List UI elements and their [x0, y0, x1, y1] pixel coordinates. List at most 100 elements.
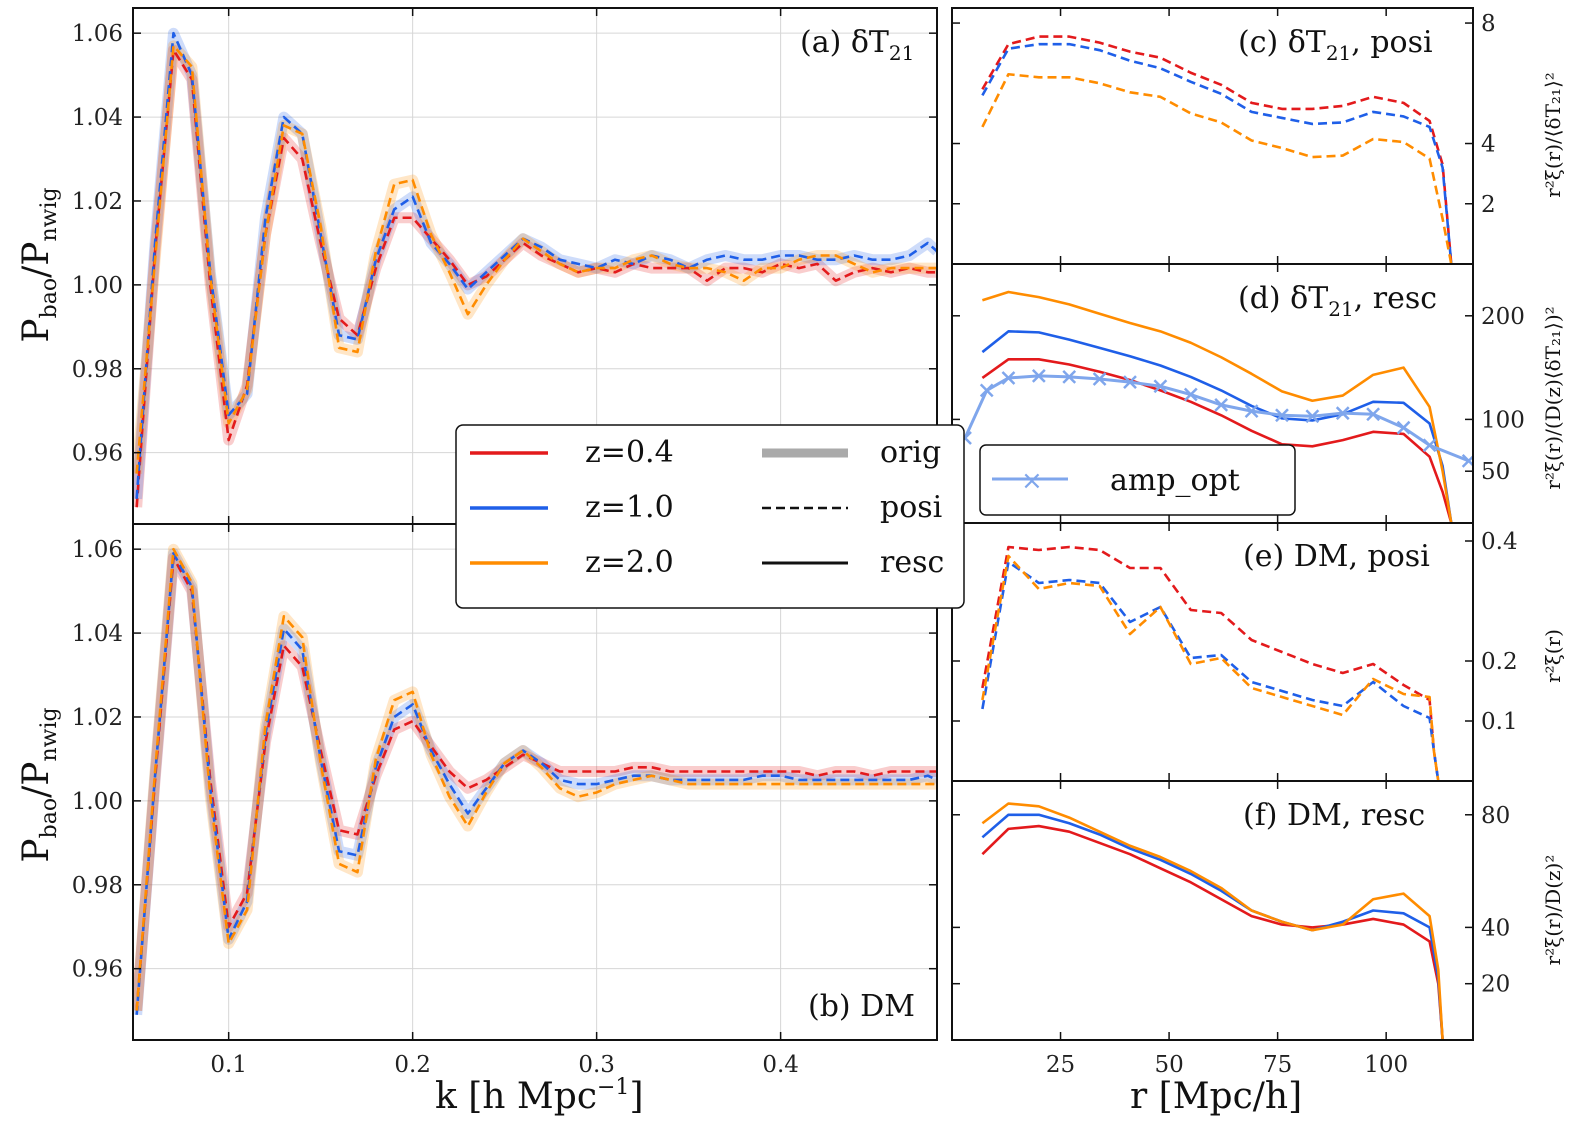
y-tick-label: 1.06 [72, 537, 123, 563]
y-tick-label: 1.04 [72, 621, 123, 647]
y-axis-label-d: r²ξ(r)/(D(z)⟨δT₂₁⟩)² [1541, 306, 1565, 489]
series-line-z0.4-resc [981, 358, 1453, 523]
y-tick-label: 8 [1481, 11, 1496, 37]
amp-opt-marker [1422, 438, 1437, 453]
y-tick-label: 2 [1481, 192, 1496, 218]
x-tick-label: 0.2 [394, 1052, 431, 1078]
svg-text:r²ξ(r)/⟨δT₂₁⟩²: r²ξ(r)/⟨δT₂₁⟩² [1541, 72, 1565, 198]
x-axis-label-left: k [h Mpc−1] [435, 1075, 643, 1117]
y-tick-label: 0.96 [72, 957, 123, 983]
y-tick-label: 20 [1481, 972, 1510, 998]
legend-label-resc: resc [880, 545, 944, 580]
y-tick-label: 100 [1481, 407, 1525, 433]
amp-opt-marker [1001, 371, 1016, 385]
y-axis-label-a: Pbao/Pnwig [16, 187, 62, 342]
amp-opt-marker [1244, 404, 1259, 418]
x-tick-label: 50 [1154, 1052, 1183, 1078]
x-tick-label: 0.4 [762, 1052, 799, 1078]
legend-label-z=2.0: z=2.0 [585, 545, 674, 580]
amp-opt-legend-marker: × [1021, 466, 1043, 496]
series-line-z2.0-posi [135, 44, 937, 474]
panel-d-title: (d) δT21, resc [1238, 281, 1437, 321]
plots-layer: 0.96 0.98 1.00 1.02 1.04 1.06 0.1 0.2 0.3 0.4 0.96… [72, 7, 1525, 1078]
legend-label-z=0.4: z=0.4 [585, 435, 674, 470]
y-tick-label: 40 [1481, 915, 1510, 941]
y-axis-label-b: Pbao/Pnwig [16, 707, 62, 862]
amp-opt-marker [979, 383, 994, 398]
y-tick-label: 0.96 [72, 441, 123, 467]
panel-d: 50 100 200 [951, 263, 1525, 524]
x-tick-label: 0.3 [578, 1052, 615, 1078]
svg-text:Pbao/Pnwig: Pbao/Pnwig [16, 707, 62, 862]
x-tick-label: 25 [1046, 1052, 1075, 1078]
panel-e-title: (e) DM, posi [1243, 539, 1430, 574]
x-tick-label: 0.1 [210, 1052, 247, 1078]
y-axis-label-f: r²ξ(r)/D(z)² [1541, 855, 1565, 966]
x-tick-label: 75 [1263, 1052, 1292, 1078]
legend-label-z=1.0: z=1.0 [585, 490, 674, 525]
series-group-d [958, 290, 1473, 523]
svg-text:r²ξ(r)/D(z)²: r²ξ(r)/D(z)² [1541, 855, 1565, 966]
y-tick-label: 0.98 [72, 357, 123, 383]
series-group-a [133, 27, 937, 508]
y-tick-label: 0.98 [72, 873, 123, 899]
series-line-z2.0-resc [981, 802, 1444, 1040]
y-axis-label-c: r²ξ(r)/⟨δT₂₁⟩² [1541, 72, 1565, 198]
amp-opt-legend-label: amp_opt [1110, 463, 1240, 498]
panel-c: 2 4 8 [951, 7, 1496, 265]
amp-opt-marker [1183, 387, 1198, 402]
amp-opt-marker [1366, 407, 1381, 422]
amp-opt-marker [1062, 370, 1077, 384]
y-tick-label: 4 [1481, 132, 1496, 158]
y-tick-label: 0.1 [1481, 709, 1518, 735]
amp-opt-marker [1031, 369, 1046, 383]
series-line-z1.0-posi [981, 42, 1453, 264]
y-tick-label: 1.02 [72, 705, 123, 731]
y-tick-label: 50 [1481, 459, 1510, 485]
main-legend: z=0.4 z=1.0 z=2.0 orig posi resc [455, 424, 965, 609]
y-tick-label: 80 [1481, 803, 1510, 829]
y-tick-label: 1.00 [72, 789, 123, 815]
y-tick-label: 1.06 [72, 21, 123, 47]
panel-a: 0.96 0.98 1.00 1.02 1.04 1.06 [72, 7, 938, 525]
series-line-z1.0-resc [981, 330, 1453, 523]
series-line-z1.0-posi [981, 560, 1440, 781]
series-group-c [981, 35, 1453, 264]
panel-a-title: (a) δT21 [800, 25, 914, 65]
legend-label-orig: orig [880, 435, 941, 470]
series-line-z0.4-posi [981, 35, 1453, 264]
y-tick-label: 1.02 [72, 189, 123, 215]
series-group-b [133, 543, 937, 1016]
series-group-e [981, 545, 1440, 781]
y-tick-label: 1.00 [72, 273, 123, 299]
amp-opt-marker [1214, 398, 1229, 412]
y-axis-label-e: r²ξ(r) [1541, 629, 1565, 683]
panel-f: 25 50 75 100 20 40 80 [951, 780, 1510, 1078]
series-amp-opt [963, 374, 1470, 463]
amp-opt-marker [1335, 406, 1350, 421]
series-line-z2.0-resc [981, 290, 1453, 523]
y-tick-label: 0.2 [1481, 649, 1518, 675]
amp-opt-marker [1123, 375, 1137, 389]
amp-opt-legend-box [979, 444, 1296, 516]
panel-f-title: (f) DM, resc [1243, 798, 1425, 833]
panel-b-title: (b) DM [808, 989, 915, 1024]
series-line-z0.4-resc [981, 824, 1444, 1040]
y-tick-label: 200 [1481, 304, 1525, 330]
amp-opt-legend: × amp_opt [979, 444, 1296, 516]
panel-b: 0.1 0.2 0.3 0.4 0.96 0.98 1.00 1.02 1.04 1.06 [72, 523, 938, 1078]
amp-opt-marker [1092, 372, 1107, 386]
series-line-z2.0-posi [981, 72, 1453, 264]
svg-text:r²ξ(r)/(D(z)⟨δT₂₁⟩)²: r²ξ(r)/(D(z)⟨δT₂₁⟩)² [1541, 306, 1565, 489]
amp-opt-marker [1305, 409, 1320, 424]
svg-text:r²ξ(r): r²ξ(r) [1541, 629, 1565, 683]
y-tick-label: 0.4 [1481, 529, 1518, 555]
panel-frame-f [951, 780, 1474, 1041]
series-line-z0.4-posi [981, 545, 1440, 781]
panel-c-title: (c) δT21, posi [1238, 25, 1433, 65]
x-tick-label: 100 [1364, 1052, 1408, 1078]
legend-label-posi: posi [880, 490, 942, 525]
amp-opt-marker [1153, 379, 1168, 394]
amp-opt-marker [1396, 420, 1411, 435]
